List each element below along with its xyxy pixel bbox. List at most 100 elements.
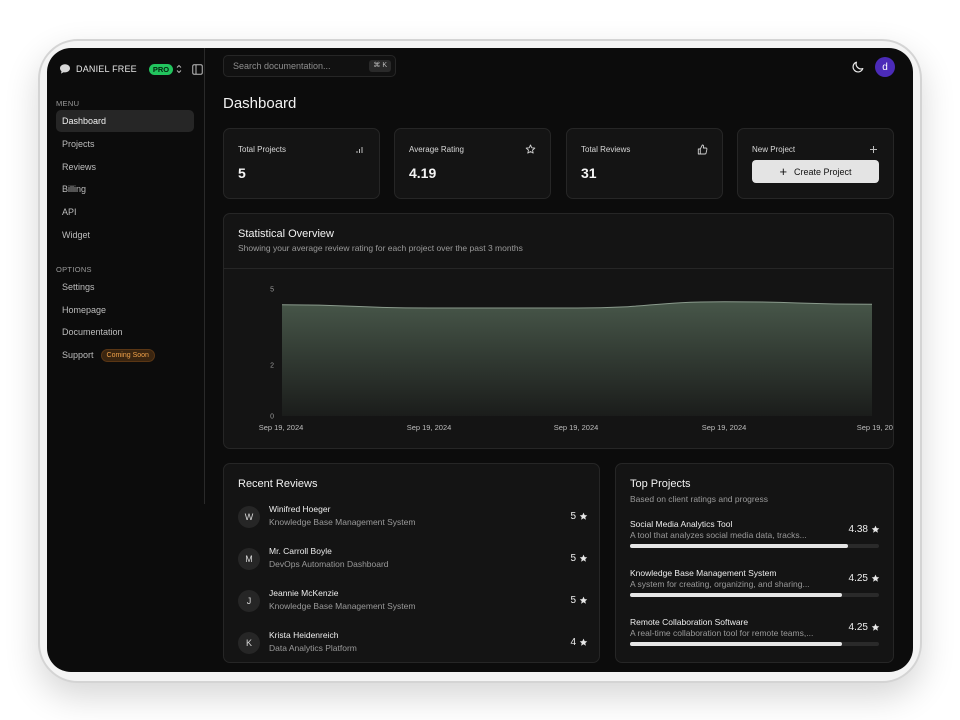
- rating-value: 4.38: [848, 524, 868, 535]
- stat-value: 31: [581, 165, 597, 181]
- sidebar-item-label: Widget: [62, 230, 91, 240]
- project-description: A tool that analyzes social media data, …: [630, 530, 807, 540]
- progress-fill: [630, 642, 842, 646]
- reviewer-name: Winifred Hoeger: [269, 504, 331, 514]
- sidebar: DANIEL FREE PRO MENU Dashboard Projects …: [47, 48, 205, 504]
- project-name: Knowledge Base Management System: [630, 568, 777, 578]
- stat-card-average-rating: Average Rating 4.19: [394, 128, 551, 199]
- review-list-item[interactable]: K Krista Heidenreich Data Analytics Platfo…: [238, 629, 588, 661]
- sidebar-item-label: Projects: [62, 139, 95, 149]
- project-rating: 4.38: [849, 524, 880, 535]
- sidebar-item-widget[interactable]: Widget: [56, 224, 194, 246]
- review-rating: 5: [570, 595, 588, 606]
- sidebar-item-homepage[interactable]: Homepage: [56, 299, 194, 321]
- review-project-name: DevOps Automation Dashboard: [269, 559, 389, 569]
- sidebar-item-settings[interactable]: Settings: [56, 276, 194, 298]
- create-project-button[interactable]: + Create Project: [752, 160, 879, 183]
- reviewer-name: Krista Heidenreich: [269, 630, 339, 640]
- star-icon: [579, 512, 588, 520]
- sidebar-item-support[interactable]: Support Coming Soon: [56, 344, 194, 366]
- top-projects-card: Top Projects Based on client ratings and…: [615, 463, 894, 663]
- avatar: J: [238, 590, 260, 612]
- review-list-item[interactable]: J Jeannie McKenzie Knowledge Base Manageme…: [238, 587, 588, 619]
- sidebar-item-label: Documentation: [62, 327, 123, 337]
- star-icon: [525, 144, 536, 154]
- stat-label: Average Rating: [409, 145, 464, 154]
- recent-reviews-card: Recent Reviews W Winifred Hoeger Knowledge…: [223, 463, 600, 663]
- moon-icon[interactable]: [851, 60, 865, 74]
- avatar: W: [238, 506, 260, 528]
- review-list-item[interactable]: W Winifred Hoeger Knowledge Base Managemen…: [238, 503, 588, 535]
- search-placeholder: Search documentation...: [233, 61, 331, 71]
- rating-value: 4: [570, 637, 576, 648]
- progress-bar: [630, 642, 879, 646]
- x-tick-label: Sep 19, 2024: [857, 423, 893, 432]
- x-tick-label: Sep 19, 2024: [554, 423, 599, 432]
- overview-title: Statistical Overview: [238, 228, 334, 240]
- sidebar-item-label: Support: [62, 350, 94, 360]
- recent-reviews-title: Recent Reviews: [238, 478, 318, 490]
- bar-chart-icon: [356, 147, 363, 153]
- sidebar-item-projects[interactable]: Projects: [56, 133, 194, 155]
- create-project-label: Create Project: [794, 166, 852, 177]
- coming-soon-badge: Coming Soon: [100, 348, 155, 362]
- top-project-item[interactable]: Social Media Analytics Tool A tool that a…: [630, 519, 880, 559]
- sidebar-item-label: API: [62, 207, 77, 217]
- star-icon: [579, 596, 588, 604]
- stat-value: 4.19: [409, 165, 437, 181]
- sidebar-item-label: Billing: [62, 184, 87, 194]
- review-rating: 5: [570, 511, 588, 522]
- chevron-up-down-icon: [176, 64, 182, 74]
- new-project-label: New Project: [752, 145, 796, 154]
- sidebar-item-dashboard[interactable]: Dashboard: [56, 110, 194, 132]
- stat-label: Total Projects: [238, 145, 287, 154]
- page-title: Dashboard: [223, 95, 297, 112]
- overview-subtitle: Showing your average review rating for e…: [238, 243, 523, 253]
- sidebar-item-api[interactable]: API: [56, 201, 194, 223]
- progress-fill: [630, 544, 849, 548]
- sidebar-item-label: Dashboard: [62, 116, 107, 126]
- star-icon: [579, 638, 588, 646]
- top-project-item[interactable]: Remote Collaboration Software A real-time…: [630, 617, 880, 657]
- area-chart: 5 2 0 Sep 19, 2024 Sep 19, 2024 Sep 19, 2024 S…: [259, 287, 893, 433]
- project-rating: 4.25: [849, 573, 880, 584]
- menu-section-label: MENU: [56, 99, 80, 108]
- stat-value: 5: [238, 165, 246, 181]
- series-line: [281, 301, 873, 309]
- top-project-item[interactable]: Knowledge Base Management System A system…: [630, 568, 880, 608]
- rating-value: 5: [570, 511, 576, 522]
- project-rating: 4.25: [849, 622, 880, 633]
- x-tick-label: Sep 19, 2024: [259, 423, 304, 432]
- sidebar-item-documentation[interactable]: Documentation: [56, 321, 194, 343]
- top-projects-subtitle: Based on client ratings and progress: [630, 494, 768, 504]
- review-project-name: Knowledge Base Management System: [269, 517, 416, 527]
- statistical-overview-card: Statistical Overview Showing your averag…: [223, 213, 894, 449]
- avatar: K: [238, 632, 260, 654]
- new-project-card: New Project + Create Project: [737, 128, 894, 199]
- sidebar-toggle-icon[interactable]: [192, 63, 203, 75]
- review-rating: 4: [570, 637, 588, 648]
- y-tick-label: 5: [270, 287, 274, 294]
- sidebar-item-label: Reviews: [62, 162, 97, 172]
- rating-value: 5: [570, 553, 576, 564]
- sidebar-item-label: Homepage: [62, 305, 107, 315]
- project-name: Remote Collaboration Software: [630, 617, 749, 627]
- workspace-name: DANIEL FREE: [76, 64, 137, 74]
- plus-icon: [870, 146, 877, 153]
- review-list-item[interactable]: M Mr. Carroll Boyle DevOps Automation Dash…: [238, 545, 588, 577]
- workspace-switcher[interactable]: DANIEL FREE PRO: [59, 60, 203, 78]
- progress-bar: [630, 593, 879, 597]
- rating-value: 4.25: [848, 622, 868, 633]
- sidebar-item-billing[interactable]: Billing: [56, 178, 194, 200]
- progress-bar: [630, 544, 879, 548]
- search-input[interactable]: Search documentation... ⌘ K: [223, 55, 396, 77]
- avatar: M: [238, 548, 260, 570]
- reviewer-name: Mr. Carroll Boyle: [269, 546, 332, 556]
- rating-value: 5: [570, 595, 576, 606]
- review-project-name: Data Analytics Platform: [269, 643, 357, 653]
- project-description: A real-time collaboration tool for remot…: [630, 628, 814, 638]
- sidebar-item-reviews[interactable]: Reviews: [56, 156, 194, 178]
- star-icon: [871, 623, 880, 631]
- user-avatar[interactable]: d: [875, 57, 895, 77]
- star-icon: [871, 525, 880, 533]
